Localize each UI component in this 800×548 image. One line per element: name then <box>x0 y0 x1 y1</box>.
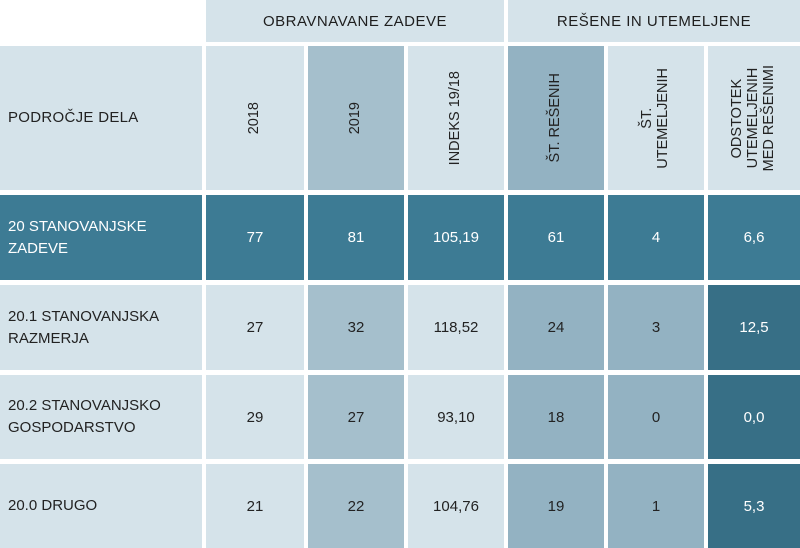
table-cell-indeks: 93,10 <box>408 375 504 459</box>
table-cell-utemeljenih: 1 <box>608 464 704 548</box>
table-cell-resenih: 19 <box>508 464 604 548</box>
column-header-st-utemeljenih-text: ŠT. UTEMELJENIH <box>639 67 671 169</box>
group-header-resene: REŠENE IN UTEMELJENE <box>508 0 800 42</box>
table-cell-utemeljenih: 0 <box>608 375 704 459</box>
column-header-2018: 2018 <box>206 46 304 190</box>
table-cell-2018: 29 <box>206 375 304 459</box>
table-cell-utemeljenih: 4 <box>608 195 704 280</box>
column-header-indeks-text: INDEKS 19/18 <box>447 70 464 166</box>
group-header-obravnavane: OBRAVNAVANE ZADEVE <box>206 0 504 42</box>
table-row-label: 20.2 STANOVANJSKO GOSPODARSTVO <box>0 375 202 459</box>
table-cell-2018: 21 <box>206 464 304 548</box>
table-cell-indeks: 104,76 <box>408 464 504 548</box>
table-cell-2019: 81 <box>308 195 404 280</box>
table-cell-2018: 27 <box>206 285 304 370</box>
table-row-label: 20 STANOVANJSKE ZADEVE <box>0 195 202 280</box>
column-header-odstotek-text: ODSTOTEK UTEMELJENIH MED REŠENIMI <box>729 64 777 172</box>
table-cell-2019: 27 <box>308 375 404 459</box>
table-cell-odstotek: 0,0 <box>708 375 800 459</box>
header-blank <box>0 0 202 42</box>
column-header-2019: 2019 <box>308 46 404 190</box>
column-header-st-utemeljenih: ŠT. UTEMELJENIH <box>608 46 704 190</box>
table-cell-2019: 32 <box>308 285 404 370</box>
table-row-label: 20.1 STANOVANJSKA RAZMERJA <box>0 285 202 370</box>
table-cell-2018: 77 <box>206 195 304 280</box>
column-header-podrocje: PODROČJE DELA <box>0 46 202 190</box>
column-header-st-resenih: ŠT. REŠENIH <box>508 46 604 190</box>
column-header-st-resenih-text: ŠT. REŠENIH <box>547 73 564 163</box>
table-cell-odstotek: 6,6 <box>708 195 800 280</box>
table-cell-resenih: 61 <box>508 195 604 280</box>
table-cell-indeks: 105,19 <box>408 195 504 280</box>
table-cell-utemeljenih: 3 <box>608 285 704 370</box>
table-cell-resenih: 24 <box>508 285 604 370</box>
column-header-2019-text: 2019 <box>347 101 364 135</box>
table-cell-resenih: 18 <box>508 375 604 459</box>
column-header-indeks: INDEKS 19/18 <box>408 46 504 190</box>
table-cell-odstotek: 5,3 <box>708 464 800 548</box>
table-cell-2019: 22 <box>308 464 404 548</box>
table-row-label: 20.0 DRUGO <box>0 464 202 548</box>
column-header-odstotek: ODSTOTEK UTEMELJENIH MED REŠENIMI <box>708 46 800 190</box>
table-cell-indeks: 118,52 <box>408 285 504 370</box>
table-cell-odstotek: 12,5 <box>708 285 800 370</box>
column-header-2018-text: 2018 <box>246 101 263 135</box>
